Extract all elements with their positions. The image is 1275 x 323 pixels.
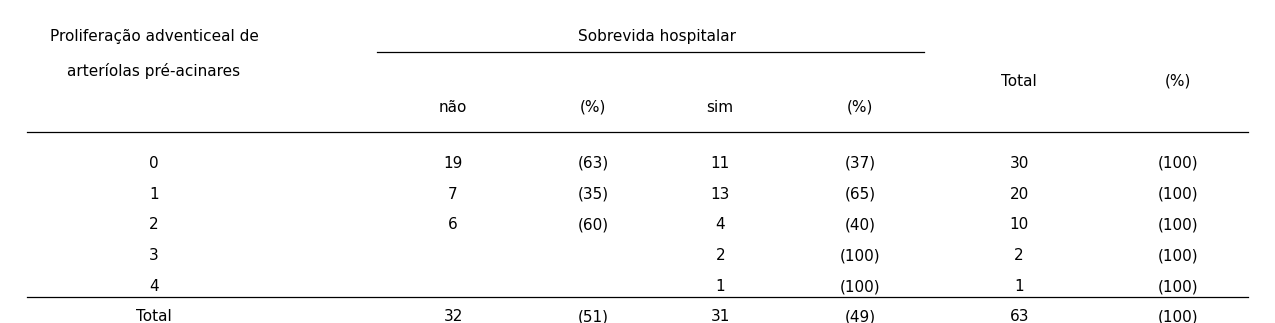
Text: 7: 7 — [449, 186, 458, 202]
Text: 13: 13 — [710, 186, 729, 202]
Text: 19: 19 — [444, 156, 463, 171]
Text: (35): (35) — [578, 186, 608, 202]
Text: 10: 10 — [1010, 217, 1029, 233]
Text: (100): (100) — [1158, 279, 1198, 294]
Text: 4: 4 — [149, 279, 159, 294]
Text: (100): (100) — [1158, 217, 1198, 233]
Text: arteríolas pré-acinares: arteríolas pré-acinares — [68, 63, 241, 79]
Text: 1: 1 — [1015, 279, 1024, 294]
Text: (%): (%) — [580, 100, 606, 115]
Text: 32: 32 — [444, 309, 463, 323]
Text: Sobrevida hospitalar: Sobrevida hospitalar — [578, 29, 736, 44]
Text: (40): (40) — [844, 217, 876, 233]
Text: 1: 1 — [715, 279, 725, 294]
Text: não: não — [439, 100, 467, 115]
Text: (100): (100) — [1158, 186, 1198, 202]
Text: 63: 63 — [1010, 309, 1029, 323]
Text: (65): (65) — [844, 186, 876, 202]
Text: 2: 2 — [149, 217, 159, 233]
Text: (%): (%) — [847, 100, 873, 115]
Text: (60): (60) — [578, 217, 608, 233]
Text: (100): (100) — [1158, 309, 1198, 323]
Text: (100): (100) — [840, 248, 881, 263]
Text: (51): (51) — [578, 309, 608, 323]
Text: 1: 1 — [149, 186, 159, 202]
Text: 31: 31 — [710, 309, 729, 323]
Text: 0: 0 — [149, 156, 159, 171]
Text: 2: 2 — [1015, 248, 1024, 263]
Text: (100): (100) — [1158, 156, 1198, 171]
Text: (100): (100) — [1158, 248, 1198, 263]
Text: (100): (100) — [840, 279, 881, 294]
Text: Total: Total — [1001, 74, 1037, 89]
Text: sim: sim — [706, 100, 733, 115]
Text: 3: 3 — [149, 248, 159, 263]
Text: 11: 11 — [710, 156, 729, 171]
Text: (49): (49) — [844, 309, 876, 323]
Text: 20: 20 — [1010, 186, 1029, 202]
Text: 30: 30 — [1010, 156, 1029, 171]
Text: (63): (63) — [578, 156, 608, 171]
Text: 4: 4 — [715, 217, 725, 233]
Text: 2: 2 — [715, 248, 725, 263]
Text: (37): (37) — [844, 156, 876, 171]
Text: Proliferação adventiceal de: Proliferação adventiceal de — [50, 29, 259, 44]
Text: 6: 6 — [448, 217, 458, 233]
Text: Total: Total — [136, 309, 172, 323]
Text: (%): (%) — [1165, 74, 1191, 89]
